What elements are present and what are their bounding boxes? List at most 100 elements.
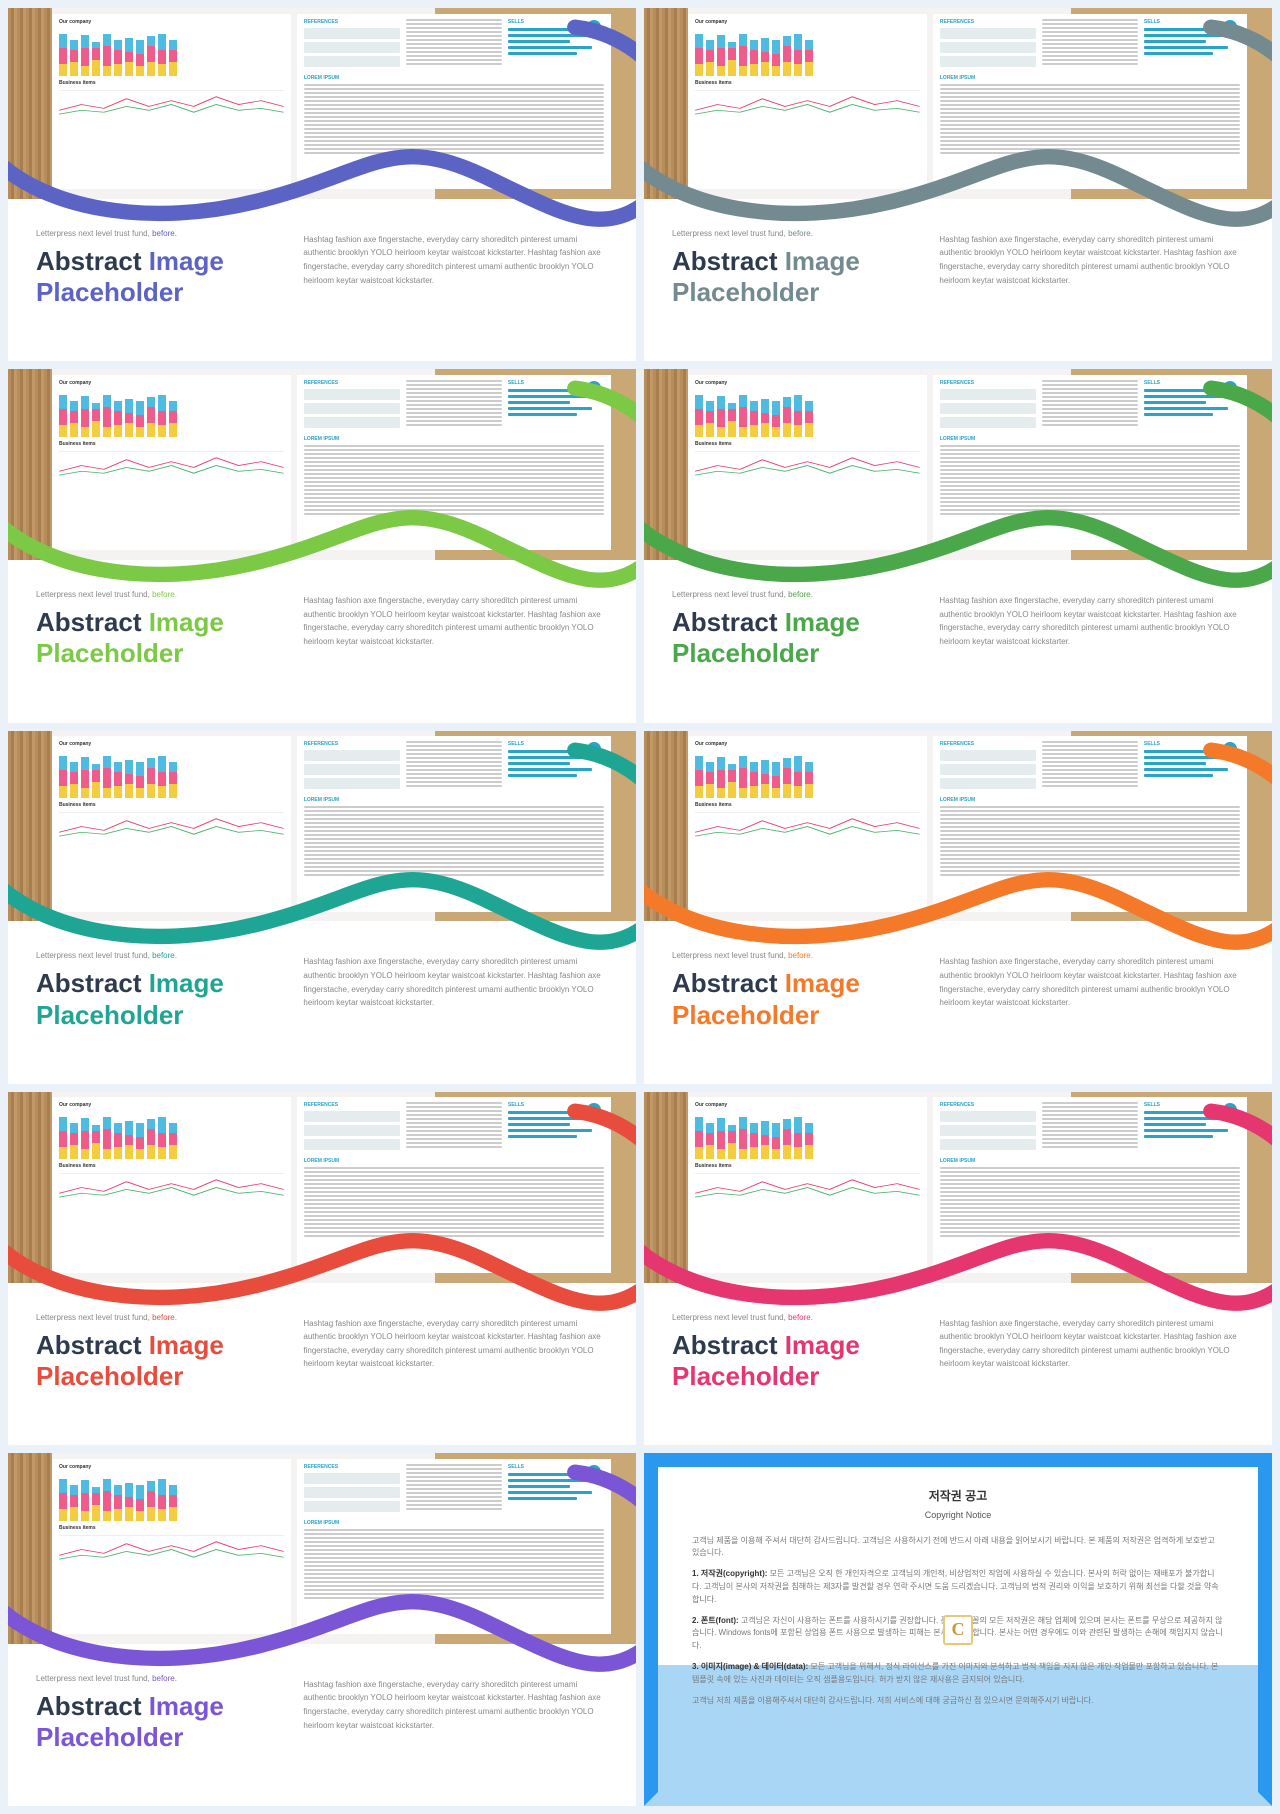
paper-right: ▲REFERENCESSELLSLOREM IPSUM <box>297 1097 611 1272</box>
logo-badge: C <box>943 1615 973 1645</box>
pretitle: Letterpress next level trust fund, befor… <box>36 951 275 960</box>
user-icon: ▲ <box>587 20 601 34</box>
slide-title: Abstract Image Placeholder <box>672 968 911 1030</box>
image-placeholder: Our companyBusiness items▲REFERENCESSELL… <box>644 369 1272 560</box>
paper-title: Our company <box>59 19 284 25</box>
line-chart <box>59 1173 284 1201</box>
bar-chart <box>695 1111 920 1159</box>
bar-chart <box>59 1473 284 1521</box>
paper-right: ▲REFERENCESSELLSLOREM IPSUM <box>297 375 611 550</box>
notice-text: 저작권 공고Copyright Notice고객님 제품을 이용해 주셔서 대단… <box>692 1487 1224 1715</box>
paper-right: ▲REFERENCESSELLSLOREM IPSUM <box>933 736 1247 911</box>
bar-chart <box>59 28 284 76</box>
paper-right: ▲REFERENCESSELLSLOREM IPSUM <box>933 1097 1247 1272</box>
pretitle: Letterpress next level trust fund, befor… <box>672 590 911 599</box>
image-placeholder: Our companyBusiness items▲REFERENCESSELL… <box>8 1453 636 1644</box>
image-placeholder: Our companyBusiness items▲REFERENCESSELL… <box>644 731 1272 922</box>
slide-title: Abstract Image Placeholder <box>36 968 275 1030</box>
paper-title: Our company <box>59 1102 284 1108</box>
body-text: Hashtag fashion axe fingerstache, everyd… <box>303 1674 606 1792</box>
image-placeholder: Our companyBusiness items▲REFERENCESSELL… <box>644 8 1272 199</box>
image-placeholder: Our companyBusiness items▲REFERENCESSELL… <box>8 8 636 199</box>
text-area: Letterpress next level trust fund, befor… <box>8 213 636 361</box>
user-icon: ▲ <box>587 742 601 756</box>
paper-title: Our company <box>695 1102 920 1108</box>
pretitle: Letterpress next level trust fund, befor… <box>36 1313 275 1322</box>
bar-chart <box>695 750 920 798</box>
user-icon: ▲ <box>587 1465 601 1479</box>
line-chart <box>695 812 920 840</box>
paper-title: Our company <box>695 741 920 747</box>
line-chart <box>59 812 284 840</box>
paper-left: Our companyBusiness items <box>688 14 927 189</box>
text-area: Letterpress next level trust fund, befor… <box>644 1297 1272 1445</box>
paper-right: ▲REFERENCESSELLSLOREM IPSUM <box>297 736 611 911</box>
pretitle: Letterpress next level trust fund, befor… <box>672 1313 911 1322</box>
template-slide: Our companyBusiness items▲REFERENCESSELL… <box>644 8 1272 361</box>
body-text: Hashtag fashion axe fingerstache, everyd… <box>303 1313 606 1431</box>
paper-left: Our companyBusiness items <box>688 1097 927 1272</box>
bar-chart <box>695 28 920 76</box>
pretitle: Letterpress next level trust fund, befor… <box>672 951 911 960</box>
line-chart <box>695 1173 920 1201</box>
paper-left: Our companyBusiness items <box>688 375 927 550</box>
body-text: Hashtag fashion axe fingerstache, everyd… <box>939 1313 1242 1431</box>
bar-chart <box>695 389 920 437</box>
paper-right: ▲REFERENCESSELLSLOREM IPSUM <box>297 1459 611 1634</box>
template-slide: Our companyBusiness items▲REFERENCESSELL… <box>8 369 636 722</box>
text-area: Letterpress next level trust fund, befor… <box>644 935 1272 1083</box>
body-text: Hashtag fashion axe fingerstache, everyd… <box>303 590 606 708</box>
paper-title: Our company <box>59 380 284 386</box>
paper-left: Our companyBusiness items <box>52 1097 291 1272</box>
slide-grid: Our companyBusiness items▲REFERENCESSELL… <box>8 8 1272 1806</box>
pretitle: Letterpress next level trust fund, befor… <box>36 590 275 599</box>
paper-right: ▲REFERENCESSELLSLOREM IPSUM <box>933 14 1247 189</box>
image-placeholder: Our companyBusiness items▲REFERENCESSELL… <box>8 369 636 560</box>
body-text: Hashtag fashion axe fingerstache, everyd… <box>939 229 1242 347</box>
notice-title-en: Copyright Notice <box>692 1508 1224 1522</box>
line-chart <box>59 90 284 118</box>
template-slide: Our companyBusiness items▲REFERENCESSELL… <box>8 8 636 361</box>
user-icon: ▲ <box>1223 381 1237 395</box>
bar-chart <box>59 389 284 437</box>
line-chart <box>59 1535 284 1563</box>
text-area: Letterpress next level trust fund, befor… <box>644 574 1272 722</box>
text-area: Letterpress next level trust fund, befor… <box>8 1297 636 1445</box>
paper-title: Our company <box>59 741 284 747</box>
text-area: Letterpress next level trust fund, befor… <box>644 213 1272 361</box>
slide-title: Abstract Image Placeholder <box>672 246 911 308</box>
text-area: Letterpress next level trust fund, befor… <box>8 935 636 1083</box>
line-chart <box>695 451 920 479</box>
pretitle: Letterpress next level trust fund, befor… <box>36 229 275 238</box>
paper-left: Our companyBusiness items <box>52 736 291 911</box>
body-text: Hashtag fashion axe fingerstache, everyd… <box>303 229 606 347</box>
text-area: Letterpress next level trust fund, befor… <box>8 574 636 722</box>
line-chart <box>695 90 920 118</box>
body-text: Hashtag fashion axe fingerstache, everyd… <box>939 590 1242 708</box>
body-text: Hashtag fashion axe fingerstache, everyd… <box>939 951 1242 1069</box>
paper-title: Our company <box>59 1464 284 1470</box>
bar-chart <box>59 750 284 798</box>
paper-left: Our companyBusiness items <box>52 1459 291 1634</box>
image-placeholder: Our companyBusiness items▲REFERENCESSELL… <box>8 731 636 922</box>
paper-title: Our company <box>695 19 920 25</box>
template-slide: Our companyBusiness items▲REFERENCESSELL… <box>644 731 1272 1084</box>
image-placeholder: Our companyBusiness items▲REFERENCESSELL… <box>8 1092 636 1283</box>
user-icon: ▲ <box>1223 742 1237 756</box>
body-text: Hashtag fashion axe fingerstache, everyd… <box>303 951 606 1069</box>
notice-title-kr: 저작권 공고 <box>692 1487 1224 1506</box>
image-placeholder: Our companyBusiness items▲REFERENCESSELL… <box>644 1092 1272 1283</box>
template-slide: Our companyBusiness items▲REFERENCESSELL… <box>8 1092 636 1445</box>
slide-title: Abstract Image Placeholder <box>672 607 911 669</box>
copyright-notice-slide: 저작권 공고Copyright Notice고객님 제품을 이용해 주셔서 대단… <box>644 1453 1272 1806</box>
line-chart <box>59 451 284 479</box>
bar-chart <box>59 1111 284 1159</box>
template-slide: Our companyBusiness items▲REFERENCESSELL… <box>8 1453 636 1806</box>
slide-title: Abstract Image Placeholder <box>672 1330 911 1392</box>
paper-right: ▲REFERENCESSELLSLOREM IPSUM <box>297 14 611 189</box>
paper-left: Our companyBusiness items <box>688 736 927 911</box>
slide-title: Abstract Image Placeholder <box>36 607 275 669</box>
paper-title: Our company <box>695 380 920 386</box>
template-slide: Our companyBusiness items▲REFERENCESSELL… <box>644 1092 1272 1445</box>
user-icon: ▲ <box>1223 20 1237 34</box>
